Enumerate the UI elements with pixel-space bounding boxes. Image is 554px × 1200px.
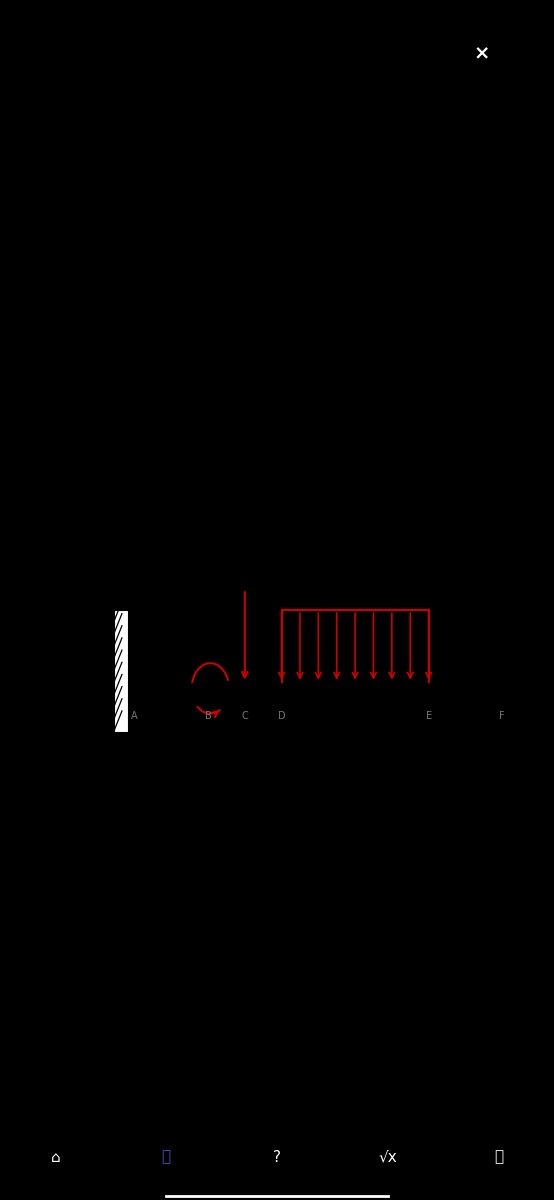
Text: ?: ?	[273, 1150, 281, 1164]
Text: C: C	[242, 710, 248, 721]
Text: 1m: 1m	[219, 760, 234, 768]
Text: ⌂: ⌂	[50, 1150, 60, 1164]
Bar	[135, 683, 502, 706]
Text: B: B	[204, 710, 212, 721]
Text: F: F	[499, 710, 505, 721]
Text: 👤: 👤	[494, 1150, 503, 1164]
Text: √x: √x	[378, 1150, 397, 1164]
Text: E: E	[425, 710, 432, 721]
Text: 10 kN/m: 10 kN/m	[331, 589, 379, 600]
Text: 1.   Determine the reactions at supports. Find the rotation at point F and the m: 1. Determine the reactions at supports. …	[65, 570, 499, 581]
Text: 4m: 4m	[348, 760, 362, 768]
Text: 2m: 2m	[458, 760, 473, 768]
Text: 40 kN: 40 kN	[228, 575, 262, 584]
Text: 10 kN-m: 10 kN-m	[180, 638, 229, 648]
Text: 2m: 2m	[164, 760, 178, 768]
Text: ×: ×	[474, 44, 490, 64]
Text: D: D	[278, 710, 285, 721]
Text: 🔍: 🔍	[162, 1150, 171, 1164]
Text: deflection of the beam due to given loads. EI = constant.: deflection of the beam due to given load…	[65, 589, 366, 599]
Bar	[114, 610, 127, 732]
Text: 1m: 1m	[256, 760, 270, 768]
Text: A: A	[131, 710, 138, 721]
